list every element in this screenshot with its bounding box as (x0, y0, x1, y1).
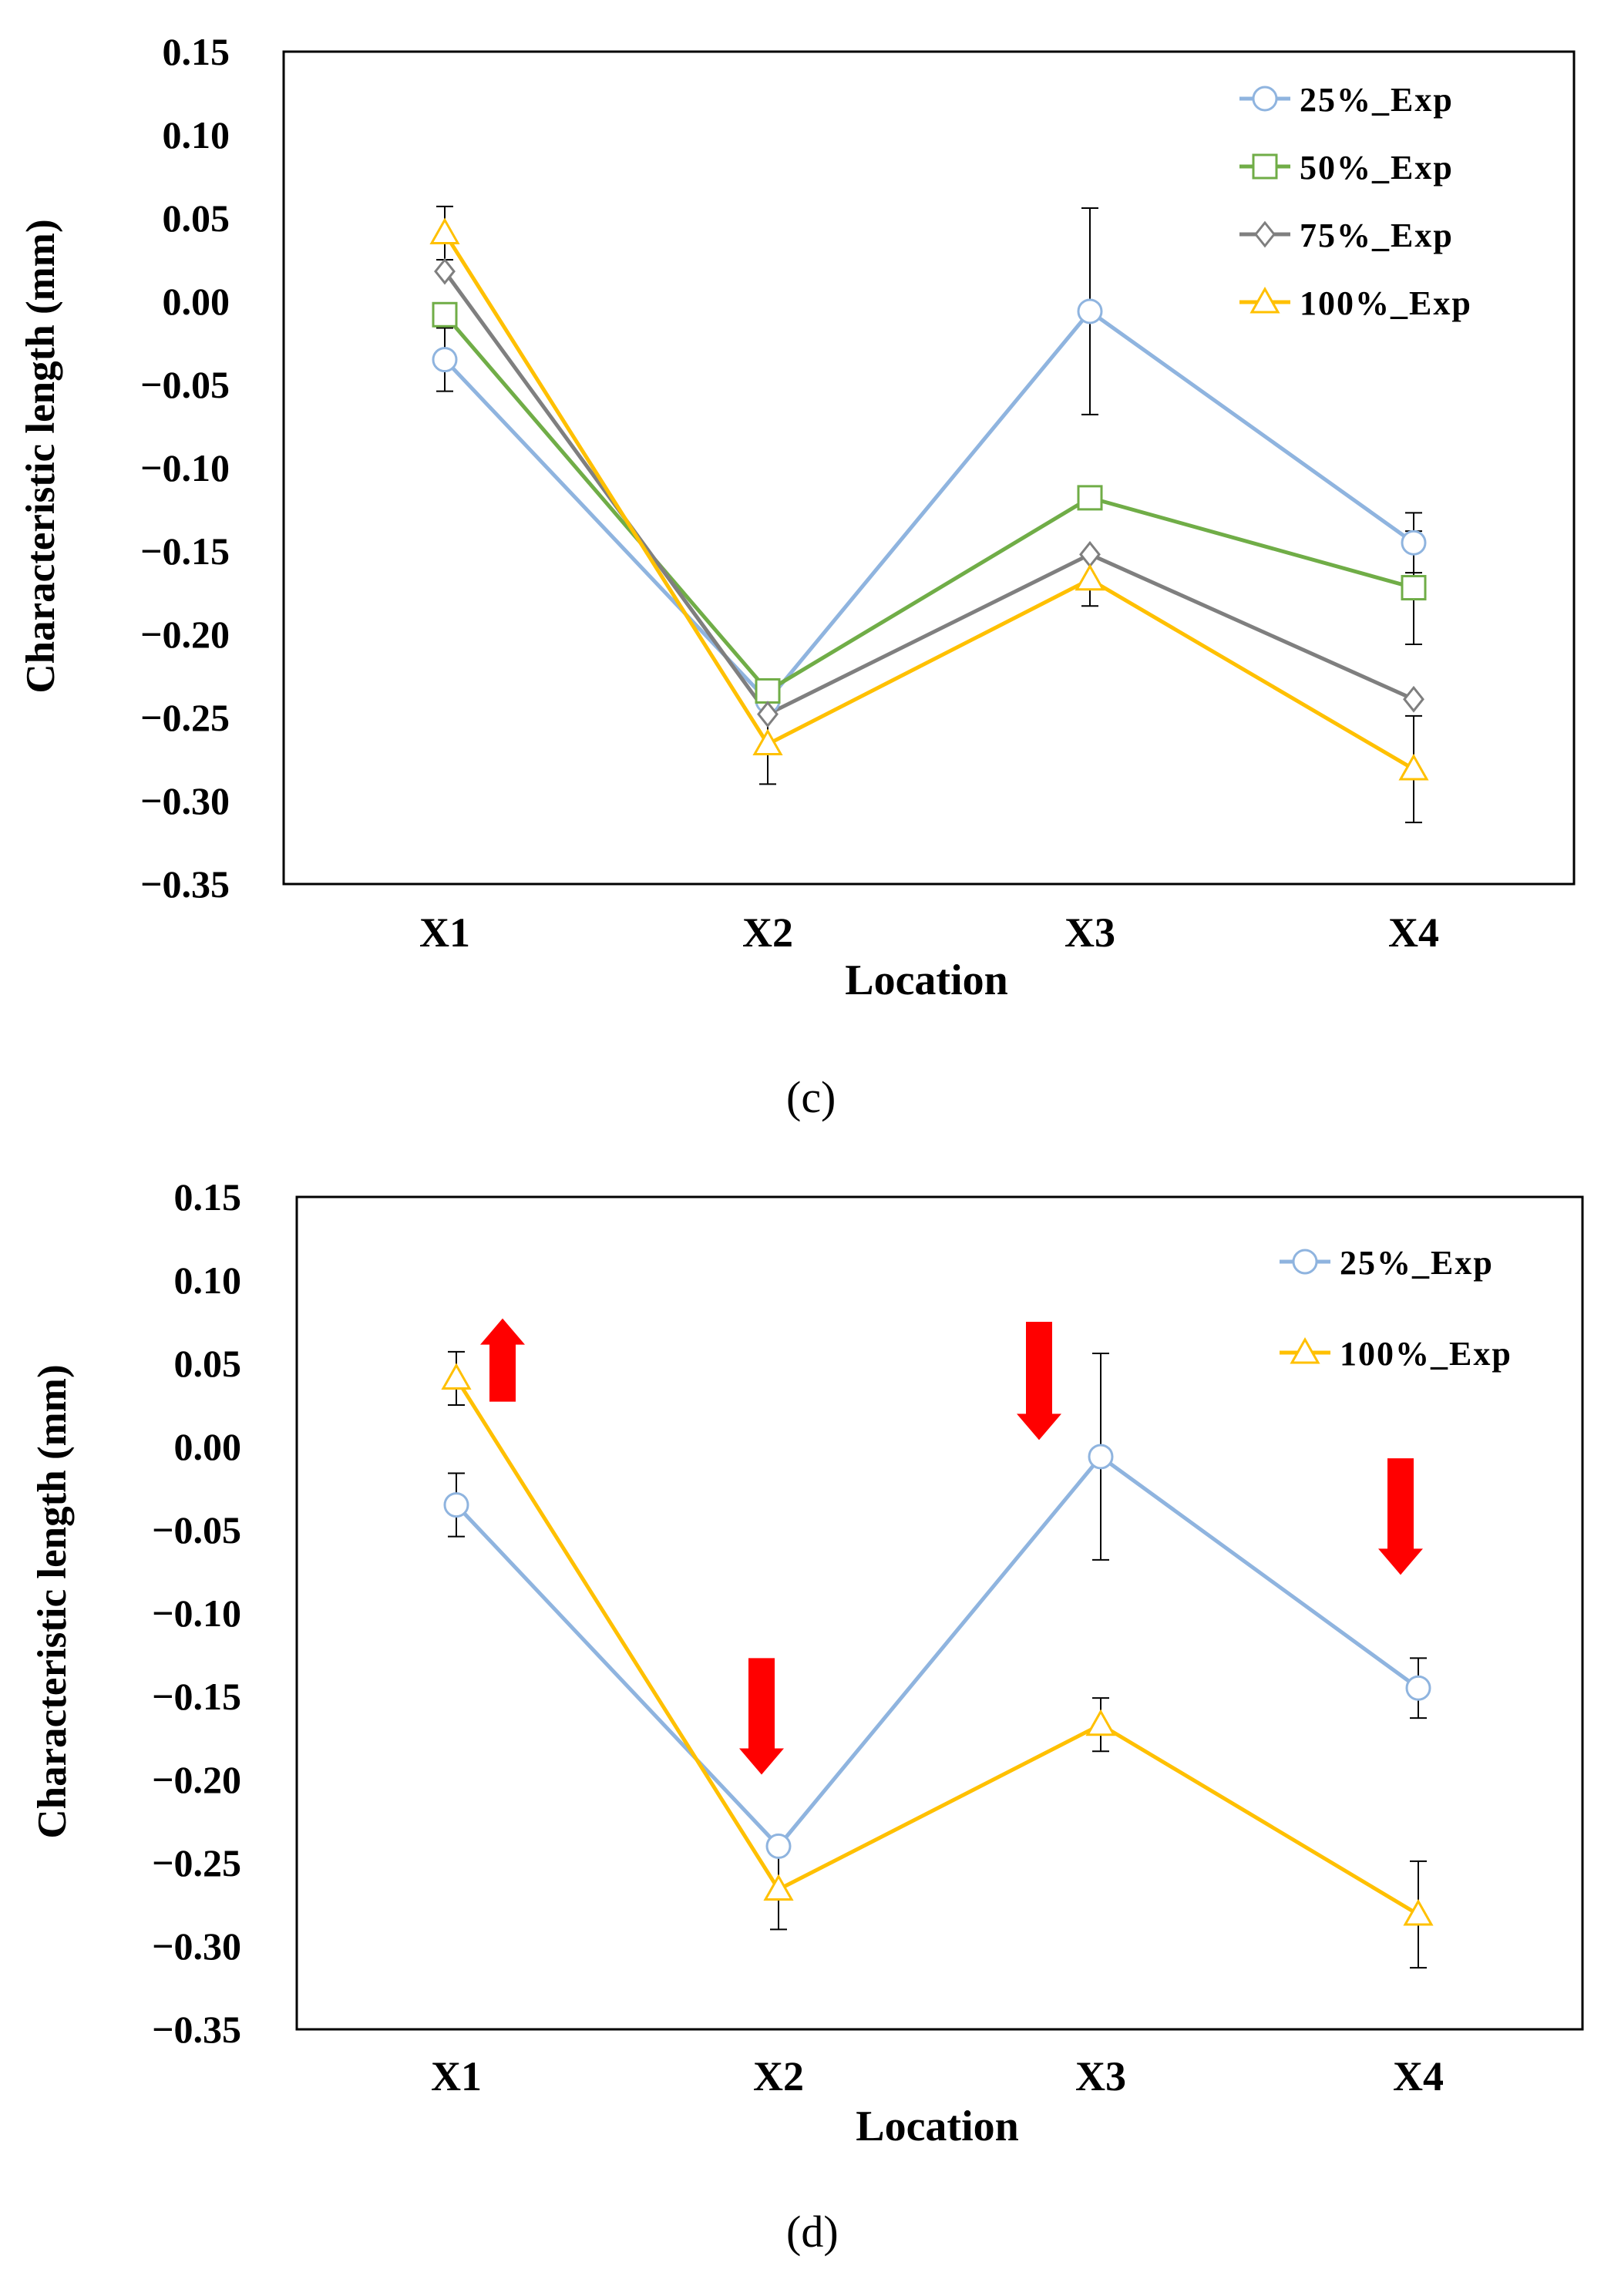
y-tick-label: 0.00 (174, 1425, 242, 1468)
y-tick-label: −0.30 (152, 1925, 241, 1968)
y-tick-label: −0.10 (140, 446, 230, 489)
series-line (455, 1454, 1420, 1848)
x-tick-label: X4 (1388, 909, 1439, 956)
legend-label: 100%_Exp (1340, 1335, 1512, 1373)
y-tick-label: −0.35 (140, 862, 230, 906)
red-arrow-up (480, 1318, 525, 1402)
x-tick-label: X1 (431, 2053, 482, 2099)
panel-label-c: (c) (786, 1072, 836, 1122)
y-tick-label: −0.15 (152, 1675, 241, 1718)
y-tick-label: −0.15 (140, 529, 230, 573)
data-point (1085, 1709, 1116, 1736)
x-tick-label: X3 (1064, 909, 1115, 956)
legend-label: 50%_Exp (1300, 149, 1454, 187)
x-axis-label: Location (845, 956, 1008, 1004)
data-point (755, 677, 781, 704)
legend-marker (1252, 86, 1278, 112)
data-point (765, 1833, 792, 1859)
y-tick-label: −0.25 (152, 1841, 241, 1884)
data-point (441, 1363, 472, 1390)
series-line (442, 232, 1415, 771)
legend-label: 25%_Exp (1340, 1244, 1494, 1282)
red-arrow-down (1017, 1322, 1061, 1440)
x-axis-label: Location (856, 2103, 1019, 2150)
x-tick-label: X2 (753, 2053, 804, 2099)
y-tick-label: −0.20 (152, 1758, 241, 1801)
data-point (429, 217, 460, 244)
data-point (1401, 529, 1427, 556)
legend-label: 75%_Exp (1300, 217, 1454, 254)
y-tick-label: −0.20 (140, 613, 230, 656)
data-point (1077, 298, 1103, 324)
series-line (443, 313, 1414, 693)
chart-panel-c: 0.15 0.10 0.05 0.00 −0.05 −0.10 −0.15 −0.20 −0.2… (18, 30, 1576, 1004)
legend-label: 25%_Exp (1300, 81, 1454, 119)
plot-area (282, 50, 1576, 886)
y-tick-label: 0.10 (163, 113, 230, 156)
x-tick-label: X2 (742, 909, 793, 956)
plot-area (295, 1195, 1584, 2031)
data-point (1405, 1675, 1431, 1701)
legend-marker (1252, 153, 1278, 180)
y-tick-label: −0.35 (152, 2008, 241, 2051)
data-point (1077, 485, 1103, 511)
data-point (434, 257, 456, 285)
data-point (763, 1874, 794, 1901)
y-axis-label: Characteristic length (mm) (30, 1364, 75, 1838)
x-tick-label: X4 (1393, 2053, 1444, 2099)
red-arrow-down (739, 1658, 784, 1775)
data-point (752, 728, 783, 756)
y-tick-label: 0.05 (174, 1342, 242, 1385)
y-tick-label: −0.05 (152, 1508, 241, 1551)
x-tick-label: X1 (419, 909, 470, 956)
series-line (443, 309, 1415, 703)
panel-label-d: (d) (786, 2207, 839, 2257)
y-axis-label: Characteristic length (mm) (18, 219, 63, 693)
data-point (1403, 1898, 1434, 1926)
x-tick-label: X3 (1075, 2053, 1126, 2099)
series-line (454, 1377, 1420, 1917)
y-tick-label: −0.10 (152, 1592, 241, 1635)
data-point (443, 1492, 469, 1518)
y-tick-label: 0.15 (163, 30, 230, 73)
y-tick-label: 0.05 (163, 197, 230, 240)
red-arrow-down (1378, 1458, 1423, 1575)
legend-marker (1290, 1336, 1320, 1364)
data-point (432, 301, 458, 328)
data-point (757, 701, 779, 728)
y-tick-label: 0.00 (163, 280, 230, 323)
data-point (432, 347, 458, 373)
chart-panel-d: 0.15 0.10 0.05 0.00 −0.05 −0.10 −0.15 −0.20 −0.2… (30, 1175, 1584, 2150)
legend-marker (1254, 220, 1276, 248)
data-point (1401, 575, 1427, 601)
data-point (1079, 540, 1101, 568)
y-tick-label: 0.15 (174, 1175, 242, 1219)
y-tick-label: −0.05 (140, 363, 230, 406)
data-point (1075, 563, 1105, 591)
legend-label: 100%_Exp (1300, 284, 1472, 322)
data-point (1088, 1444, 1114, 1470)
legend-marker (1249, 286, 1280, 314)
y-tick-label: 0.10 (174, 1259, 242, 1302)
data-point (1403, 685, 1424, 713)
legend-marker (1292, 1249, 1318, 1275)
data-point (1398, 753, 1429, 781)
y-tick-label: −0.30 (140, 779, 230, 822)
y-tick-label: −0.25 (140, 696, 230, 739)
series-line (442, 270, 1415, 717)
